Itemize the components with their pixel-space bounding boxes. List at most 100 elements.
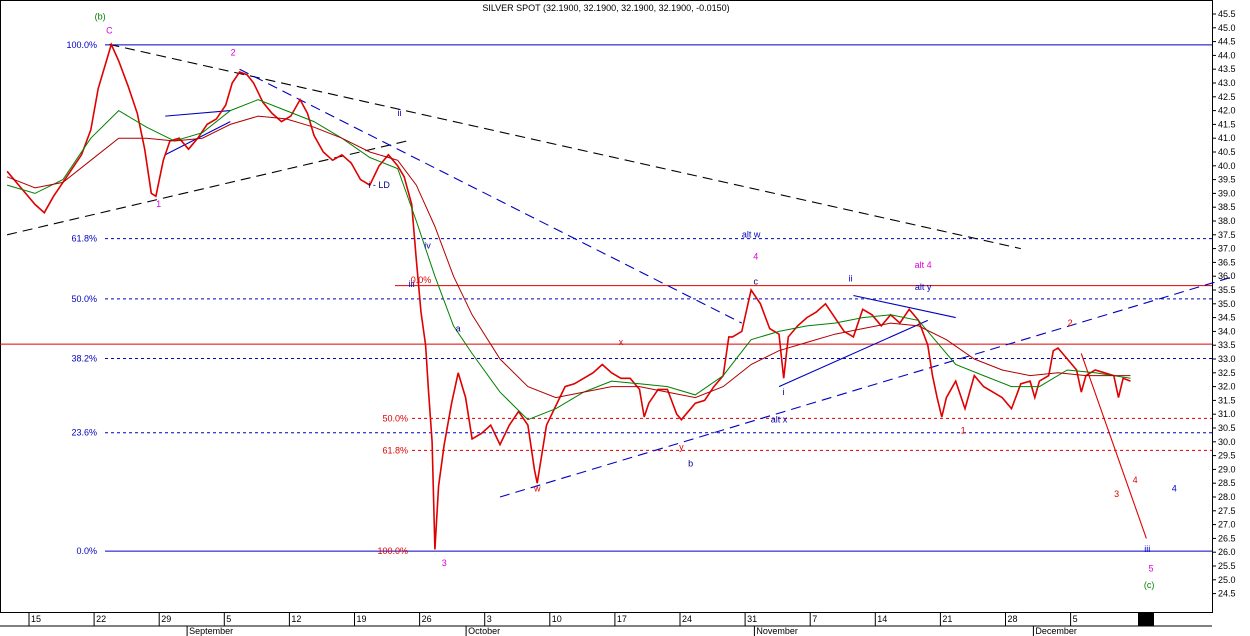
y-tick-label: 42.0 bbox=[1218, 106, 1236, 116]
wave-label: x bbox=[619, 337, 624, 347]
y-tick-label: 45.5 bbox=[1218, 9, 1236, 19]
x-tick-label: 21 bbox=[942, 614, 952, 624]
fib-red-label: 50.0% bbox=[382, 413, 408, 423]
fib-red-label: 61.8% bbox=[382, 445, 408, 455]
y-tick-label: 26.5 bbox=[1218, 533, 1236, 543]
y-tick-label: 37.0 bbox=[1218, 244, 1236, 254]
fib-red-label: 100.0% bbox=[377, 546, 408, 556]
y-tick-label: 41.0 bbox=[1218, 133, 1236, 143]
y-tick-label: 35.0 bbox=[1218, 299, 1236, 309]
wave-label: alt x bbox=[771, 414, 788, 424]
plot-frame bbox=[0, 0, 1213, 613]
moving-average-series bbox=[6, 99, 1131, 421]
x-tick-label: 7 bbox=[812, 614, 817, 624]
wave-label: C bbox=[106, 25, 113, 35]
y-tick-label: 36.0 bbox=[1218, 271, 1236, 281]
trendline bbox=[239, 68, 743, 324]
y-tick-label: 38.5 bbox=[1218, 202, 1236, 212]
x-tick-label: 12 bbox=[291, 614, 301, 624]
y-tick-label: 31.5 bbox=[1218, 395, 1236, 405]
wave-label: 3 bbox=[1114, 489, 1119, 499]
wave-label: c bbox=[754, 276, 759, 286]
y-tick-label: 40.0 bbox=[1218, 161, 1236, 171]
y-tick-label: 44.0 bbox=[1218, 50, 1236, 60]
y-tick-label: 30.5 bbox=[1218, 423, 1236, 433]
fib-level-label: 61.8% bbox=[71, 234, 97, 244]
y-tick-label: 39.5 bbox=[1218, 175, 1236, 185]
fib-level-label: 0.0% bbox=[76, 546, 97, 556]
x-tick-label: 5 bbox=[1073, 614, 1078, 624]
x-month-label: December bbox=[1035, 626, 1077, 636]
fib-level-label: 38.2% bbox=[71, 353, 97, 363]
y-tick-label: 41.5 bbox=[1218, 119, 1236, 129]
y-tick-label: 25.0 bbox=[1218, 575, 1236, 585]
y-tick-label: 45.0 bbox=[1218, 23, 1236, 33]
trendline bbox=[1080, 353, 1147, 539]
y-tick-label: 43.5 bbox=[1218, 64, 1236, 74]
y-tick-label: 35.5 bbox=[1218, 285, 1236, 295]
y-tick-label: 25.5 bbox=[1218, 561, 1236, 571]
moving-average-series bbox=[6, 115, 1131, 399]
x-tick-label: 14 bbox=[877, 614, 887, 624]
x-tick-label: 31 bbox=[747, 614, 757, 624]
wave-label: iii bbox=[409, 279, 415, 289]
wave-label: iv bbox=[424, 241, 431, 251]
current-bar-marker bbox=[1138, 613, 1154, 626]
chart-title: SILVER SPOT (32.1900, 32.1900, 32.1900, … bbox=[482, 3, 729, 13]
y-tick-label: 34.0 bbox=[1218, 326, 1236, 336]
wave-label: 1 bbox=[156, 199, 161, 209]
y-tick-label: 44.5 bbox=[1218, 37, 1236, 47]
trendline bbox=[853, 294, 956, 319]
y-tick-label: 39.0 bbox=[1218, 188, 1236, 198]
wave-label: alt 4 bbox=[915, 260, 932, 270]
y-tick-label: 36.5 bbox=[1218, 257, 1236, 267]
y-tick-label: 42.5 bbox=[1218, 92, 1236, 102]
trendline bbox=[165, 110, 231, 117]
trendline bbox=[778, 319, 929, 388]
wave-label: alt y bbox=[915, 282, 932, 292]
x-tick-label: 17 bbox=[617, 614, 627, 624]
x-tick-label: 5 bbox=[226, 614, 231, 624]
y-tick-label: 29.0 bbox=[1218, 464, 1236, 474]
wave-label: 5 bbox=[1148, 564, 1153, 574]
y-tick-label: 29.5 bbox=[1218, 451, 1236, 461]
x-tick-label: 10 bbox=[552, 614, 562, 624]
x-tick-label: 26 bbox=[422, 614, 432, 624]
wave-label: a bbox=[456, 323, 461, 333]
wave-label: 1 bbox=[961, 426, 966, 436]
y-tick-label: 32.0 bbox=[1218, 382, 1236, 392]
fib-level-label: 100.0% bbox=[66, 40, 97, 50]
y-tick-label: 28.0 bbox=[1218, 492, 1236, 502]
y-tick-label: 27.5 bbox=[1218, 506, 1236, 516]
wave-label: 3 bbox=[442, 558, 447, 568]
y-tick-label: 37.5 bbox=[1218, 230, 1236, 240]
wave-label: i - LD bbox=[368, 180, 390, 190]
x-tick-label: 3 bbox=[487, 614, 492, 624]
fib-level-label: 50.0% bbox=[71, 294, 97, 304]
x-tick-label: 22 bbox=[96, 614, 106, 624]
y-tick-label: 32.5 bbox=[1218, 368, 1236, 378]
y-tick-label: 40.5 bbox=[1218, 147, 1236, 157]
y-tick-label: 38.0 bbox=[1218, 216, 1236, 226]
wave-label: 2 bbox=[1068, 318, 1073, 328]
trendline bbox=[109, 43, 1021, 250]
y-tick-label: 28.5 bbox=[1218, 478, 1236, 488]
wave-label: 0.0% bbox=[411, 275, 432, 285]
x-tick-label: 15 bbox=[31, 614, 41, 624]
y-tick-label: 31.0 bbox=[1218, 409, 1236, 419]
x-month-label: September bbox=[189, 626, 233, 636]
y-tick-label: 24.5 bbox=[1218, 589, 1236, 599]
x-tick-label: 29 bbox=[161, 614, 171, 624]
x-tick-label: 19 bbox=[357, 614, 367, 624]
wave-label: ii bbox=[398, 108, 402, 118]
fib-level-label: 23.6% bbox=[71, 428, 97, 438]
wave-label: 4 bbox=[753, 252, 758, 262]
wave-label: y bbox=[679, 442, 684, 452]
wave-label: 2 bbox=[231, 47, 236, 57]
y-tick-label: 33.0 bbox=[1218, 354, 1236, 364]
wave-label: 4 bbox=[1172, 483, 1177, 493]
wave-label: (c) bbox=[1144, 580, 1155, 590]
x-month-label: October bbox=[468, 626, 500, 636]
